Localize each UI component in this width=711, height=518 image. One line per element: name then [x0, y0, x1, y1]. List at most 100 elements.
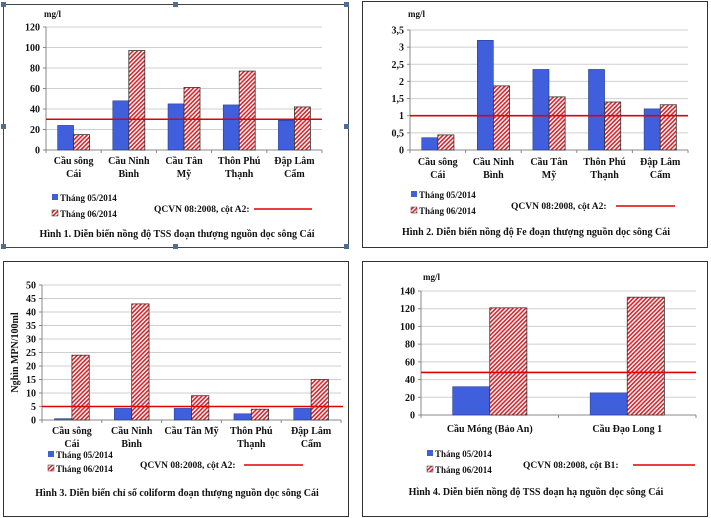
x-category-label: Cái — [66, 169, 81, 180]
bar-thang-06-2014 — [604, 101, 622, 151]
bar-thang-05-2014 — [421, 137, 439, 151]
x-category-label: Cầu Ninh — [111, 426, 153, 437]
y-tick-label: 40 — [26, 308, 36, 319]
x-category-label: Cầu Ninh — [108, 156, 150, 167]
bar-thang-06-2014 — [437, 134, 455, 151]
x-category-label: Bình — [119, 169, 140, 180]
y-tick-label: 140 — [400, 287, 415, 298]
bar-thang-05-2014 — [112, 100, 130, 151]
x-category-label: Cầu sông — [52, 426, 92, 437]
y-axis-unit-label: mg/l — [423, 272, 440, 282]
x-category-label: Đập Lâm — [274, 156, 315, 167]
x-category-label: Cẩm — [650, 170, 671, 181]
y-tick-label: 35 — [26, 321, 36, 332]
figure-caption: Hình 4. Diễn biến nồng độ TSS đoạn hạ ng… — [409, 487, 664, 498]
figure-caption: Hình 2. Diễn biến nồng độ Fe đoạn thượng… — [402, 227, 670, 238]
y-tick-label: 3,5 — [392, 26, 405, 37]
legend-label-thang-06-2014: Tháng 06/2014 — [60, 209, 117, 219]
legend-label-thang-05-2014: Tháng 05/2014 — [60, 193, 117, 203]
chart-panel-tss-downstream: 0 20 40 60 80 100 120 140 mg/l Cầu Móng (Bảo An) C… — [362, 261, 708, 517]
x-category-label: Thôn Phú — [230, 426, 273, 437]
chart-fe-upstream: 0 0,5 1 1,5 2 2,5 3 3,5mg/l Cầu sông Cái Cầu Ninh B… — [392, 9, 689, 238]
y-tick-label: 2,5 — [392, 60, 405, 71]
x-category-label: Cầu Tân Mỹ — [164, 426, 218, 437]
x-category-label: Mỹ — [177, 169, 191, 180]
chart-panel-fe-upstream: 0 0,5 1 1,5 2 2,5 3 3,5 mg/l Cầu sông Cái Cầu Ninh B… — [362, 1, 708, 248]
legend-label-standard: QCVN 08:2008, cột A2: — [140, 461, 236, 471]
y-axis-label: Nghìn MPN/100ml — [10, 312, 21, 393]
legend-label-thang-05-2014: Tháng 05/2014 — [419, 190, 476, 200]
y-tick-label: 20 — [30, 125, 40, 136]
resize-handle[interactable] — [1, 2, 6, 7]
bar-thang-05-2014 — [293, 408, 312, 421]
x-category-label: Cầu Tân — [530, 157, 568, 168]
y-tick-label: 100 — [400, 322, 415, 333]
chart-tss-upstream: 0 20 40 60 80 100 120 mg/l Cầu sông Cái Cầu Ninh Bì… — [25, 9, 323, 240]
bar-thang-05-2014 — [589, 392, 628, 416]
y-tick-label: 100 — [25, 43, 40, 54]
y-axis-unit-label: mg/l — [408, 9, 425, 19]
x-category-label: Cẩm — [284, 169, 305, 180]
y-tick-label: 15 — [26, 375, 36, 386]
bar-thang-05-2014 — [477, 40, 494, 151]
x-category-label: Thạnh — [237, 439, 266, 450]
resize-handle[interactable] — [344, 244, 349, 249]
x-category-label: Cầu sông — [418, 157, 458, 168]
resize-handle[interactable] — [173, 244, 178, 249]
bar-thang-06-2014 — [73, 134, 91, 151]
bar-thang-06-2014 — [310, 379, 329, 421]
legend-swatch-thang-06-2014 — [410, 206, 418, 214]
bar-thang-06-2014 — [131, 303, 150, 421]
y-tick-label: 80 — [405, 340, 415, 351]
x-category-label: Mỹ — [542, 170, 556, 181]
y-tick-label: 30 — [26, 335, 36, 346]
chart-coliform-upstream: 0 5 10 15 20 25 30 35 40 45 50 Nghìn MPN/100ml Cầu s… — [10, 281, 343, 499]
x-category-label: Đập Lâm — [640, 157, 681, 168]
chart-panel-tss-upstream[interactable]: 0 20 40 60 80 100 120 mg/l Cầu sông Cái Cầu Ninh Bì… — [3, 4, 349, 248]
bar-thang-05-2014 — [233, 413, 252, 421]
resize-handle[interactable] — [344, 124, 349, 129]
resize-handle[interactable] — [1, 244, 6, 249]
legend-label-thang-05-2014: Tháng 05/2014 — [56, 450, 113, 460]
legend-swatch-thang-06-2014 — [426, 465, 434, 473]
x-category-label: Cái — [64, 439, 79, 450]
figure-caption: Hình 3. Diễn biến chỉ số coliform đoạn t… — [35, 488, 319, 499]
legend-label-thang-05-2014: Tháng 05/2014 — [435, 449, 492, 459]
y-tick-label: 20 — [405, 393, 415, 404]
bar-thang-06-2014 — [492, 85, 510, 151]
bar-thang-05-2014 — [588, 69, 605, 151]
resize-handle[interactable] — [344, 2, 349, 7]
y-tick-label: 60 — [30, 84, 40, 95]
y-tick-label: 60 — [405, 357, 415, 368]
chart-panel-coliform-upstream: 0 5 10 15 20 25 30 35 40 45 50 Nghìn MPN/100ml Cầu s… — [3, 261, 349, 517]
chart-tss-downstream: 0 20 40 60 80 100 120 140 mg/l Cầu Móng (Bảo An) C… — [400, 272, 697, 498]
y-tick-label: 5 — [31, 402, 36, 413]
y-tick-label: 40 — [30, 105, 40, 116]
y-tick-label: 0 — [399, 146, 404, 157]
x-category-label: Thạnh — [590, 170, 619, 181]
x-category-label: Thôn Phú — [583, 157, 626, 168]
bar-thang-06-2014 — [489, 307, 528, 416]
resize-handle[interactable] — [1, 124, 6, 129]
x-category-label: Thạnh — [225, 169, 254, 180]
legend-swatch-thang-06-2014 — [47, 464, 55, 472]
y-axis-unit-label: mg/l — [44, 9, 61, 19]
bar-thang-06-2014 — [128, 50, 146, 151]
x-category-label: Cẩm — [301, 439, 322, 450]
legend-swatch-thang-06-2014 — [51, 209, 59, 217]
bar-thang-06-2014 — [548, 96, 566, 151]
resize-handle[interactable] — [173, 2, 178, 7]
legend-swatch-thang-05-2014 — [52, 194, 58, 200]
legend-swatch-thang-05-2014 — [411, 191, 417, 197]
bar-thang-05-2014 — [173, 408, 192, 421]
bar-thang-06-2014 — [191, 395, 210, 421]
y-tick-label: 45 — [26, 294, 36, 305]
bar-thang-05-2014 — [278, 120, 295, 151]
y-tick-label: 10 — [26, 389, 36, 400]
bar-thang-06-2014 — [626, 296, 665, 416]
x-category-label: Thôn Phú — [218, 156, 261, 167]
legend-swatch-thang-05-2014 — [427, 450, 433, 456]
y-tick-label: 1,5 — [392, 94, 405, 105]
y-tick-label: 120 — [400, 304, 415, 315]
y-tick-label: 0 — [410, 411, 415, 422]
